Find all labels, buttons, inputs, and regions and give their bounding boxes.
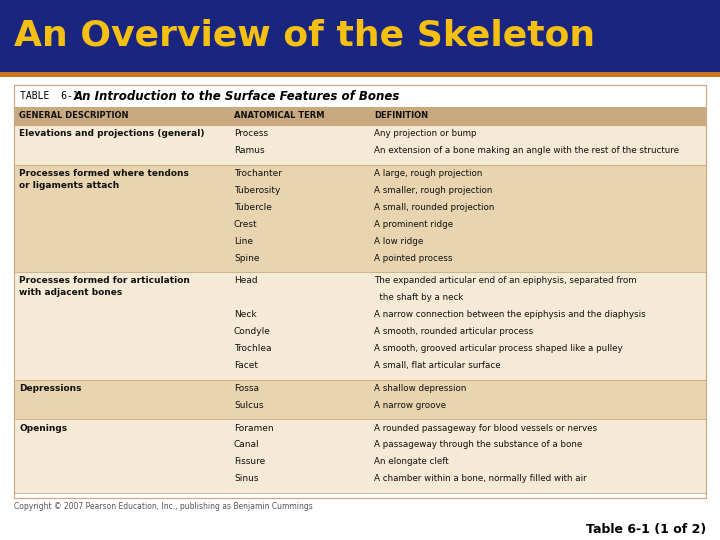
Text: Fissure: Fissure <box>234 457 265 467</box>
Text: Neck: Neck <box>234 310 256 319</box>
Text: A chamber within a bone, normally filled with air: A chamber within a bone, normally filled… <box>374 474 587 483</box>
Text: Ramus: Ramus <box>234 146 265 155</box>
Text: Trochlea: Trochlea <box>234 344 271 353</box>
Text: Sinus: Sinus <box>234 474 258 483</box>
Text: Canal: Canal <box>234 441 260 449</box>
Bar <box>0 72 720 77</box>
Text: Elevations and projections (general): Elevations and projections (general) <box>19 129 204 138</box>
Text: GENERAL DESCRIPTION: GENERAL DESCRIPTION <box>19 111 128 120</box>
Text: A narrow connection between the epiphysis and the diaphysis: A narrow connection between the epiphysi… <box>374 310 646 319</box>
Text: A large, rough projection: A large, rough projection <box>374 169 482 178</box>
Text: An Overview of the Skeleton: An Overview of the Skeleton <box>14 19 595 53</box>
Text: Sulcus: Sulcus <box>234 401 264 410</box>
Bar <box>14 107 706 125</box>
Text: ANATOMICAL TERM: ANATOMICAL TERM <box>234 111 325 120</box>
Text: A narrow groove: A narrow groove <box>374 401 446 410</box>
Text: A smooth, grooved articular process shaped like a pulley: A smooth, grooved articular process shap… <box>374 344 623 353</box>
Text: Foramen: Foramen <box>234 423 274 433</box>
Text: Tuberosity: Tuberosity <box>234 186 280 195</box>
Text: Processes formed where tendons
or ligaments attach: Processes formed where tendons or ligame… <box>19 169 189 190</box>
Text: A smooth, rounded articular process: A smooth, rounded articular process <box>374 327 533 336</box>
Bar <box>14 420 706 493</box>
Text: Tubercle: Tubercle <box>234 203 272 212</box>
Text: A low ridge: A low ridge <box>374 237 423 246</box>
Text: Processes formed for articulation
with adjacent bones: Processes formed for articulation with a… <box>19 276 190 297</box>
Text: the shaft by a neck: the shaft by a neck <box>374 293 464 302</box>
Text: Facet: Facet <box>234 361 258 370</box>
Text: Process: Process <box>234 129 268 138</box>
Text: Any projection or bump: Any projection or bump <box>374 129 477 138</box>
Bar <box>14 125 706 165</box>
Text: Openings: Openings <box>19 423 67 433</box>
Text: An extension of a bone making an angle with the rest of the structure: An extension of a bone making an angle w… <box>374 146 679 155</box>
Text: Condyle: Condyle <box>234 327 271 336</box>
Text: A smaller, rough projection: A smaller, rough projection <box>374 186 492 195</box>
Text: A rounded passageway for blood vessels or nerves: A rounded passageway for blood vessels o… <box>374 423 597 433</box>
Text: An Introduction to the Surface Features of Bones: An Introduction to the Surface Features … <box>74 90 400 103</box>
Bar <box>14 165 706 272</box>
Text: Depressions: Depressions <box>19 384 81 393</box>
Text: A pointed process: A pointed process <box>374 254 452 262</box>
Text: A shallow depression: A shallow depression <box>374 384 467 393</box>
Text: A small, rounded projection: A small, rounded projection <box>374 203 495 212</box>
Text: Crest: Crest <box>234 220 258 229</box>
Bar <box>0 0 720 72</box>
Text: An elongate cleft: An elongate cleft <box>374 457 449 467</box>
Text: The expanded articular end of an epiphysis, separated from: The expanded articular end of an epiphys… <box>374 276 636 286</box>
Text: A prominent ridge: A prominent ridge <box>374 220 453 229</box>
Text: Head: Head <box>234 276 258 286</box>
Bar <box>14 85 706 498</box>
Text: Line: Line <box>234 237 253 246</box>
Text: Table 6-1 (1 of 2): Table 6-1 (1 of 2) <box>586 523 706 536</box>
Text: Trochanter: Trochanter <box>234 169 282 178</box>
Text: A small, flat articular surface: A small, flat articular surface <box>374 361 500 370</box>
Text: Spine: Spine <box>234 254 259 262</box>
Text: Copyright © 2007 Pearson Education, Inc., publishing as Benjamin Cummings: Copyright © 2007 Pearson Education, Inc.… <box>14 502 312 511</box>
Bar <box>14 85 706 498</box>
Text: TABLE  6-1: TABLE 6-1 <box>20 91 78 101</box>
Text: Fossa: Fossa <box>234 384 259 393</box>
Bar <box>14 380 706 420</box>
Text: DEFINITION: DEFINITION <box>374 111 428 120</box>
Text: A passageway through the substance of a bone: A passageway through the substance of a … <box>374 441 582 449</box>
Bar <box>14 272 706 380</box>
